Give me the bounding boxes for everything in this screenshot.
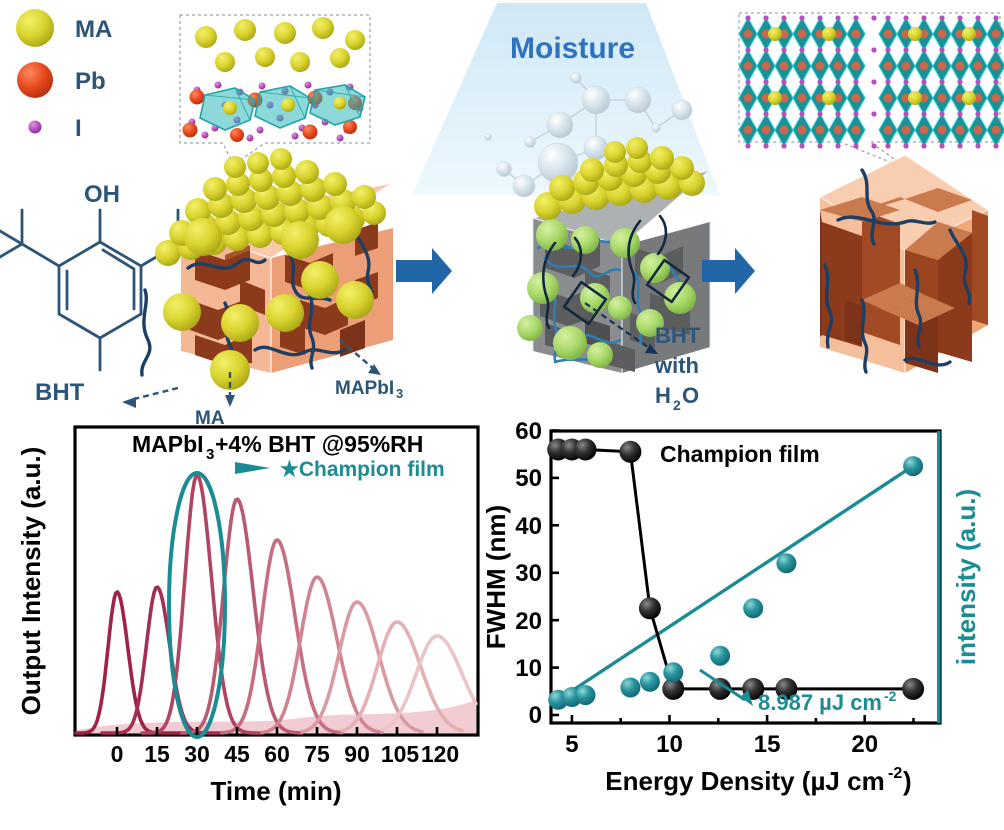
svg-text:10: 10: [515, 655, 542, 682]
svg-text:60: 60: [264, 741, 290, 767]
svg-text:★Champion film: ★Champion film: [280, 458, 445, 481]
svg-text:BHT: BHT: [35, 379, 85, 406]
svg-text:BHT: BHT: [655, 323, 701, 348]
svg-text:MA: MA: [75, 16, 112, 43]
svg-text:105: 105: [381, 741, 420, 767]
svg-text:50: 50: [515, 465, 542, 492]
svg-text:75: 75: [304, 741, 330, 767]
svg-text:Output Intensity (a.u.): Output Intensity (a.u.): [16, 447, 46, 716]
svg-text:8.987 µJ cm: 8.987 µJ cm: [758, 690, 882, 715]
svg-text:Moisture: Moisture: [510, 32, 635, 65]
svg-text:-2: -2: [888, 765, 902, 782]
svg-text:40: 40: [515, 513, 542, 540]
svg-text:15: 15: [144, 741, 170, 767]
svg-text:O: O: [682, 383, 699, 408]
svg-text:FWHM (nm): FWHM (nm): [481, 505, 511, 649]
svg-text:Pb: Pb: [75, 68, 106, 95]
svg-text:0: 0: [529, 702, 542, 729]
svg-text:H: H: [655, 383, 671, 408]
svg-text:120: 120: [421, 741, 459, 767]
svg-text:45: 45: [224, 741, 250, 767]
svg-text:+4% BHT @95%RH: +4% BHT @95%RH: [215, 431, 423, 457]
svg-text:MAPbI: MAPbI: [335, 378, 394, 399]
svg-text:2: 2: [673, 397, 681, 413]
svg-text:90: 90: [344, 741, 370, 767]
svg-text:with: with: [654, 353, 699, 378]
svg-text:3: 3: [206, 446, 214, 463]
svg-text:60: 60: [515, 418, 542, 445]
svg-text:Time (min): Time (min): [211, 776, 342, 806]
svg-text:30: 30: [184, 741, 210, 767]
svg-text:MAPbI: MAPbI: [132, 431, 204, 457]
svg-text:15: 15: [754, 731, 781, 758]
svg-text:20: 20: [515, 608, 542, 635]
svg-text:3: 3: [396, 386, 403, 401]
svg-text:20: 20: [851, 731, 878, 758]
svg-text:Energy Density (µJ cm: Energy Density (µJ cm: [605, 766, 884, 796]
svg-text:OH: OH: [84, 181, 120, 208]
svg-text:intensity (a.u.): intensity (a.u.): [951, 489, 981, 665]
svg-text:I: I: [75, 115, 82, 142]
svg-text:0: 0: [111, 741, 124, 767]
svg-text:): ): [903, 766, 912, 796]
svg-text:10: 10: [656, 731, 683, 758]
svg-text:Champion film: Champion film: [660, 441, 820, 467]
svg-text:30: 30: [515, 560, 542, 587]
svg-text:-2: -2: [884, 688, 897, 704]
svg-text:5: 5: [565, 731, 578, 758]
